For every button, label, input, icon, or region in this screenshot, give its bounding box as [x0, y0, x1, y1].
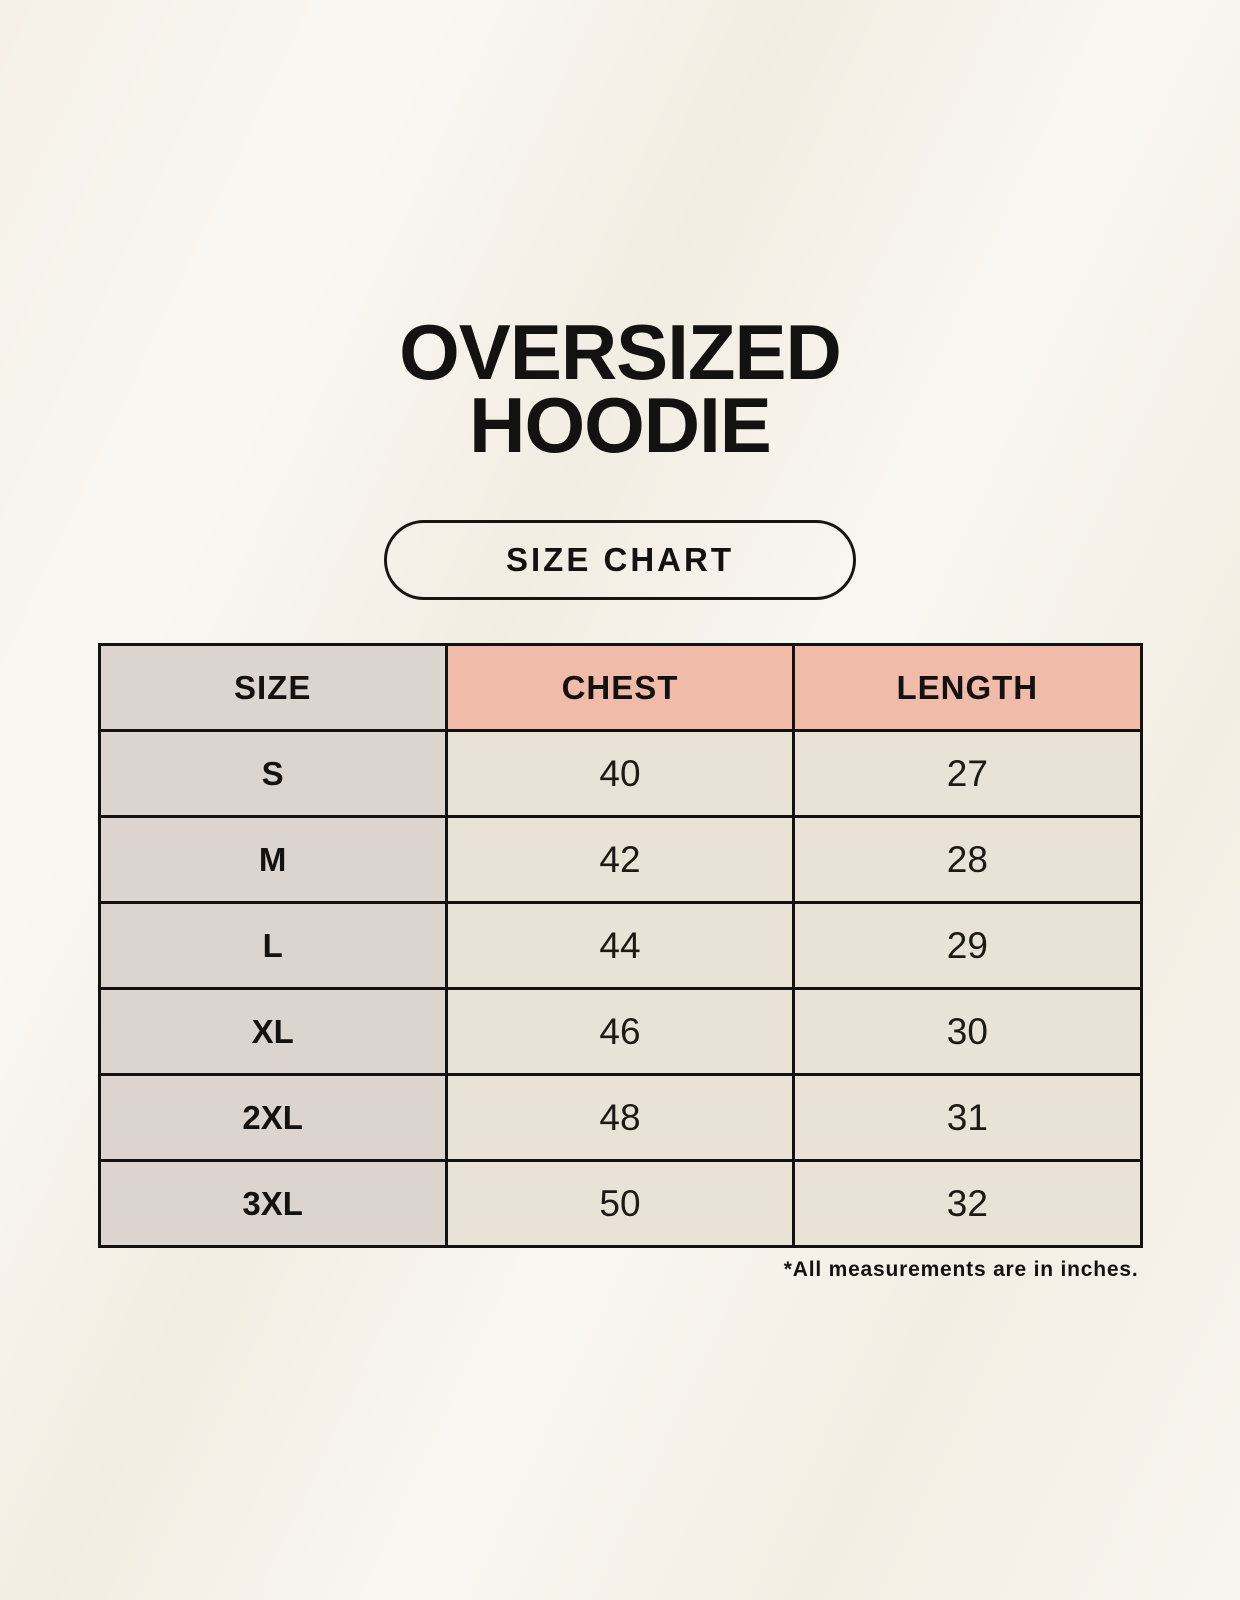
size-label: S [97, 729, 448, 819]
size-chart-table: SIZE CHEST LENGTH S 40 27 M 42 28 L 44 2… [97, 643, 1143, 1249]
size-chart-button[interactable]: SIZE CHART [384, 520, 856, 601]
size-row-xl: XL 46 30 [97, 987, 1143, 1077]
chest-value: 40 [444, 729, 796, 819]
size-row-s: S 40 27 [97, 729, 1143, 819]
measurements-footnote: *All measurements are in inches. [783, 1258, 1139, 1282]
chest-value: 46 [444, 987, 796, 1077]
chest-value: 50 [444, 1159, 796, 1249]
size-row-m: M 42 28 [97, 815, 1143, 905]
size-row-3xl: 3XL 50 32 [97, 1159, 1143, 1249]
size-label: M [97, 815, 448, 905]
size-row-2xl: 2XL 48 31 [97, 1073, 1143, 1163]
table-header-row: SIZE CHEST LENGTH [97, 643, 1143, 733]
size-label: 2XL [97, 1073, 448, 1163]
page-title-line1: OVERSIZED [399, 308, 842, 396]
size-row-l: L 44 29 [97, 901, 1143, 991]
column-header-size: SIZE [97, 643, 448, 733]
length-value: 27 [792, 729, 1143, 819]
length-value: 31 [792, 1073, 1143, 1163]
column-header-chest: CHEST [444, 643, 796, 733]
page-title: OVERSIZED HOODIE [0, 0, 1240, 464]
page-title-line2: HOODIE [469, 380, 772, 469]
column-header-length: LENGTH [792, 643, 1143, 733]
chest-value: 48 [444, 1073, 796, 1163]
length-value: 28 [792, 815, 1143, 905]
length-value: 32 [792, 1159, 1143, 1249]
size-label: 3XL [97, 1159, 448, 1249]
chest-value: 42 [444, 815, 796, 905]
length-value: 29 [792, 901, 1143, 991]
size-label: L [97, 901, 448, 991]
chest-value: 44 [444, 901, 796, 991]
size-label: XL [97, 987, 448, 1077]
length-value: 30 [792, 987, 1143, 1077]
